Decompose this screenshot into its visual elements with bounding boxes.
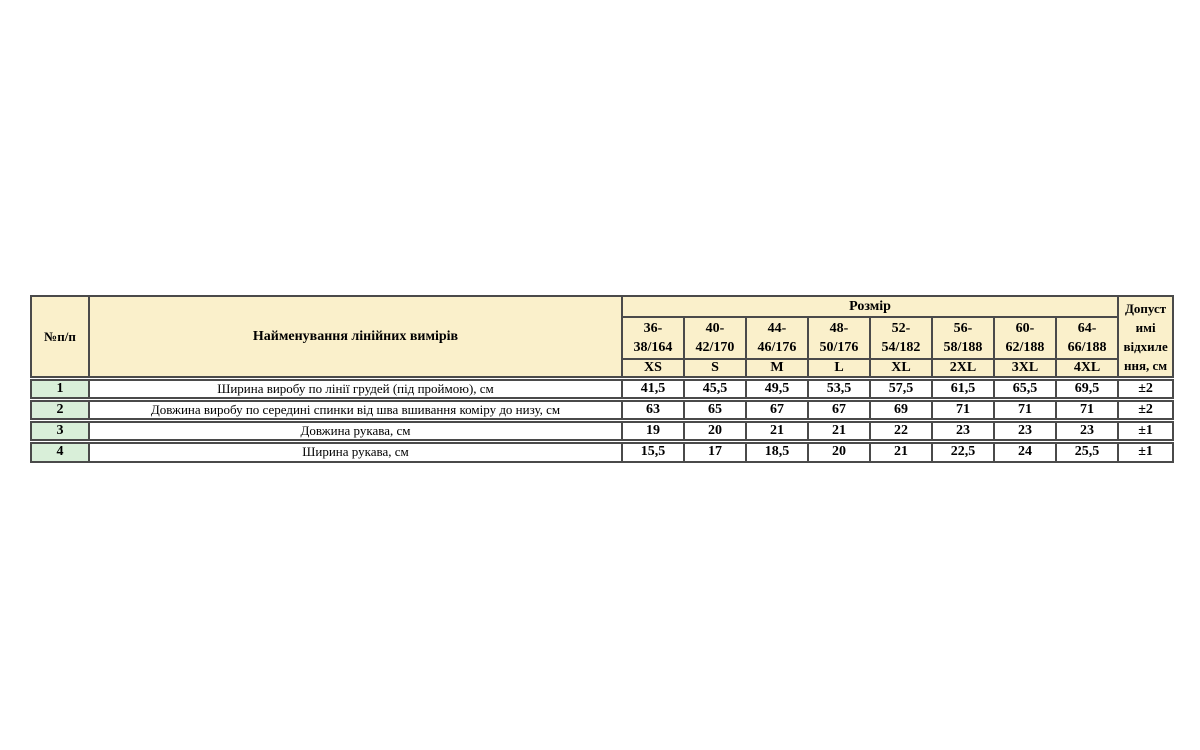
col-header-num: №п/п: [30, 295, 90, 380]
measurement-value-cell: 20: [807, 439, 871, 463]
size-range-cell: 36- 38/164: [621, 316, 685, 360]
measurement-value-cell: 71: [993, 397, 1057, 422]
measurement-value-cell: 61,5: [931, 376, 995, 401]
table-row: 1 Ширина виробу по лінії грудей (під про…: [30, 376, 1175, 401]
col-header-name: Найменування лінійних вимірів: [88, 295, 623, 380]
measurement-value-cell: 69: [869, 397, 933, 422]
measurement-value-cell: 67: [745, 397, 809, 422]
size-label-cell: 3XL: [993, 358, 1057, 380]
size-label-cell: XS: [621, 358, 685, 380]
measurement-value-cell: 21: [745, 418, 809, 443]
row-number-cell: 4: [30, 439, 90, 463]
size-range-cell: 40- 42/170: [683, 316, 747, 360]
col-header-size-group: Розмір: [620, 295, 1120, 318]
measurement-value-cell: 57,5: [869, 376, 933, 401]
col-header-tolerance: Допуст имі відхиле ння, см: [1117, 295, 1175, 380]
row-number-cell: 3: [30, 418, 90, 443]
measurement-value-cell: 65,5: [993, 376, 1057, 401]
tolerance-value-cell: ±2: [1117, 397, 1175, 422]
measurement-name-cell: Ширина виробу по лінії грудей (під пройм…: [88, 376, 623, 401]
measurement-value-cell: 17: [683, 439, 747, 463]
measurement-value-cell: 69,5: [1054, 376, 1120, 401]
measurement-value-cell: 53,5: [807, 376, 871, 401]
measurement-value-cell: 23: [993, 418, 1057, 443]
measurement-value-cell: 18,5: [745, 439, 809, 463]
tolerance-value-cell: ±2: [1117, 376, 1175, 401]
size-label-cell: 4XL: [1054, 358, 1120, 380]
tolerance-value-cell: ±1: [1117, 418, 1175, 443]
measurement-value-cell: 63: [621, 397, 685, 422]
measurement-name-cell: Довжина виробу по середині спинки від шв…: [88, 397, 623, 422]
size-range-cell: 48- 50/176: [807, 316, 871, 360]
measurement-name-cell: Довжина рукава, см: [88, 418, 623, 443]
size-range-cell: 56- 58/188: [931, 316, 995, 360]
measurement-value-cell: 71: [1054, 397, 1120, 422]
measurement-value-cell: 22,5: [931, 439, 995, 463]
size-label-cell: M: [745, 358, 809, 380]
measurement-value-cell: 71: [931, 397, 995, 422]
measurement-value-cell: 23: [1054, 418, 1120, 443]
measurement-value-cell: 23: [931, 418, 995, 443]
measurement-value-cell: 41,5: [621, 376, 685, 401]
measurement-value-cell: 21: [869, 439, 933, 463]
measurement-value-cell: 65: [683, 397, 747, 422]
measurement-value-cell: 21: [807, 418, 871, 443]
measurement-value-cell: 20: [683, 418, 747, 443]
table-row: 2 Довжина виробу по середині спинки від …: [30, 397, 1175, 422]
size-chart-table: №п/п Найменування лінійних вимірів Розмі…: [30, 295, 1175, 463]
size-label-cell: L: [807, 358, 871, 380]
tolerance-value-cell: ±1: [1117, 439, 1175, 463]
size-range-cell: 44- 46/176: [745, 316, 809, 360]
size-label-cell: XL: [869, 358, 933, 380]
measurement-name-cell: Ширина рукава, см: [88, 439, 623, 463]
measurement-value-cell: 45,5: [683, 376, 747, 401]
measurement-value-cell: 22: [869, 418, 933, 443]
size-range-cell: 64- 66/188: [1054, 316, 1120, 360]
measurement-value-cell: 24: [993, 439, 1057, 463]
measurement-value-cell: 19: [621, 418, 685, 443]
measurement-value-cell: 25,5: [1054, 439, 1120, 463]
row-number-cell: 2: [30, 397, 90, 422]
size-range-cell: 60- 62/188: [993, 316, 1057, 360]
table-row: 3 Довжина рукава, см 19 20 21 21 22 23 2…: [30, 418, 1175, 443]
size-range-cell: 52- 54/182: [869, 316, 933, 360]
row-number-cell: 1: [30, 376, 90, 401]
size-label-cell: S: [683, 358, 747, 380]
measurement-value-cell: 15,5: [621, 439, 685, 463]
measurement-value-cell: 67: [807, 397, 871, 422]
size-label-cell: 2XL: [931, 358, 995, 380]
table-row: 4 Ширина рукава, см 15,5 17 18,5 20 21 2…: [30, 439, 1175, 463]
measurement-value-cell: 49,5: [745, 376, 809, 401]
